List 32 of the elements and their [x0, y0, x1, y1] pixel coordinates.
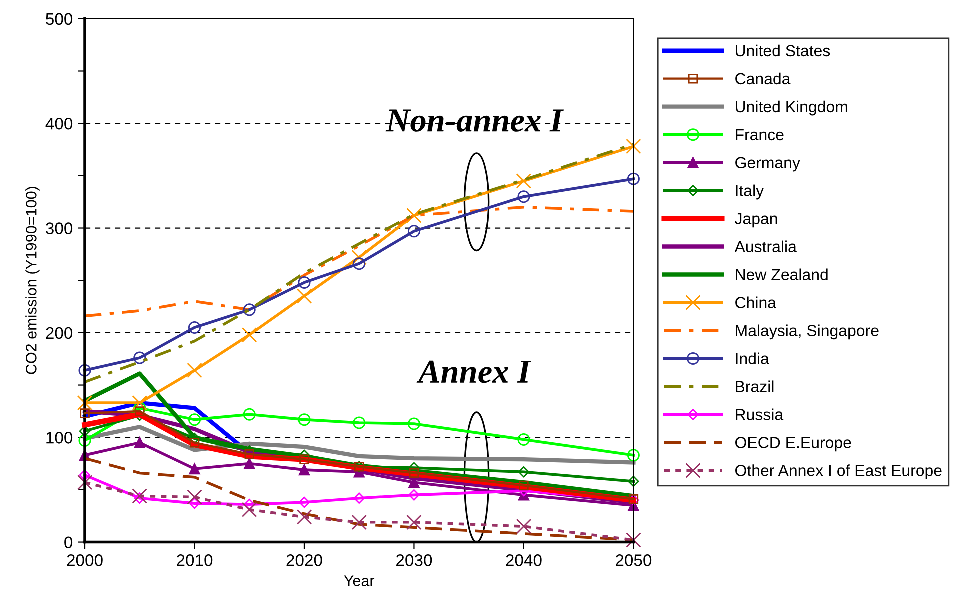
legend-label: Other Annex I of East Europe: [736, 464, 942, 480]
legend-label: Brazil: [736, 380, 774, 392]
legend-label: Malaysia, Singapore: [736, 324, 879, 340]
legend-label: India: [736, 352, 770, 364]
y-tick-label: 0: [64, 536, 73, 548]
annotation: Non-annex I: [386, 110, 564, 132]
legend-label: China: [736, 296, 776, 308]
legend-label: Russia: [736, 408, 784, 420]
x-axis-title: Year: [344, 576, 375, 586]
x-tick-label: 2010: [177, 554, 213, 566]
x-tick-label: 2040: [506, 554, 542, 566]
legend-label: Japan: [735, 213, 778, 228]
x-tick-label: 2030: [396, 554, 432, 566]
legend-label: Italy: [736, 184, 764, 200]
legend-label: OECD E.Europe: [736, 437, 852, 452]
legend-label: New Zealand: [736, 268, 828, 280]
y-tick-label: 200: [46, 327, 73, 340]
y-tick-label: 400: [46, 118, 73, 130]
legend-label: United States: [736, 44, 830, 57]
legend-label: United Kingdom: [736, 100, 848, 116]
x-tick-label: 2020: [286, 554, 322, 566]
y-tick-label: 100: [46, 432, 73, 444]
y-tick-label: 300: [46, 222, 73, 234]
legend-label: France: [736, 129, 784, 141]
x-tick-label: 2050: [616, 554, 652, 566]
y-tick-label: 500: [46, 13, 73, 26]
x-tick-label: 2000: [67, 554, 103, 566]
legend-label: Australia: [734, 240, 797, 253]
annotation: Annex I: [416, 360, 532, 384]
legend-label: Canada: [736, 72, 791, 85]
y-axis-title: CO2 emission (Y1990=100): [26, 187, 40, 374]
legend-label: Germany: [736, 157, 800, 172]
